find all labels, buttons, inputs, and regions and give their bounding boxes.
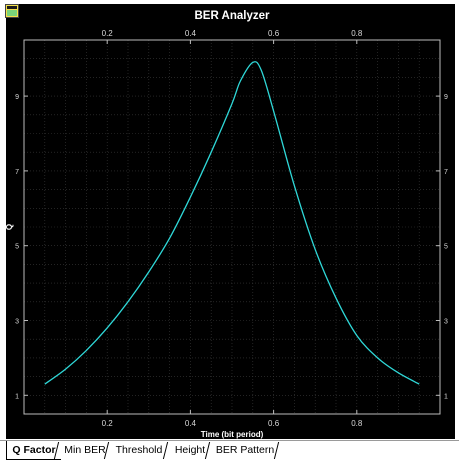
y-tick-label-right: 1 xyxy=(444,393,448,400)
y-tick-label-right: 7 xyxy=(444,169,448,176)
tab-threshold[interactable]: Threshold xyxy=(115,444,163,456)
y-tick-label-left: 3 xyxy=(15,319,19,326)
x-tick-label-bottom: 0.4 xyxy=(185,419,197,428)
tab-ber-pattern[interactable]: BER Pattern xyxy=(215,444,275,456)
q-factor-curve xyxy=(44,61,420,385)
x-tick-label-bottom: 0.2 xyxy=(102,419,114,428)
y-tick-label-left: 7 xyxy=(15,169,19,176)
y-axis-label: Q xyxy=(6,224,14,230)
y-tick-label-right: 9 xyxy=(444,94,448,101)
plot-panel: BER Analyzer 0.2 0.2 0.4 0.4 0.6 0.6 0.8 0.8 1 1 3 3… xyxy=(6,4,455,439)
plot-border xyxy=(23,39,441,415)
x-tick-label-top: 0.8 xyxy=(351,29,363,38)
app-window-icon[interactable] xyxy=(5,4,19,18)
x-tick-label-bottom: 0.6 xyxy=(268,419,280,428)
x-tick-label-bottom: 0.8 xyxy=(351,419,363,428)
y-tick-label-right: 3 xyxy=(444,319,448,326)
x-axis-label: Time (bit period) xyxy=(201,430,264,439)
y-tick-label-left: 5 xyxy=(15,244,19,251)
y-tick-label-left: 9 xyxy=(15,94,19,101)
y-tick-label-left: 1 xyxy=(15,393,19,400)
chart-title: BER Analyzer xyxy=(195,10,271,22)
x-tick-label-top: 0.6 xyxy=(268,29,280,38)
x-tick-label-top: 0.4 xyxy=(185,29,197,38)
q-factor-chart: BER Analyzer 0.2 0.2 0.4 0.4 0.6 0.6 0.8 0.8 1 1 3 3… xyxy=(6,10,448,439)
tab-height[interactable]: Height xyxy=(174,444,206,456)
y-tick-label-right: 5 xyxy=(444,244,448,251)
x-tick-label-top: 0.2 xyxy=(102,29,114,38)
tab-q-factor[interactable]: Q Factor xyxy=(6,441,61,460)
tab-min-ber[interactable]: Min BER xyxy=(64,444,106,456)
tab-strip: Q Factor Min BER Threshold Height BER Pa… xyxy=(0,440,459,463)
